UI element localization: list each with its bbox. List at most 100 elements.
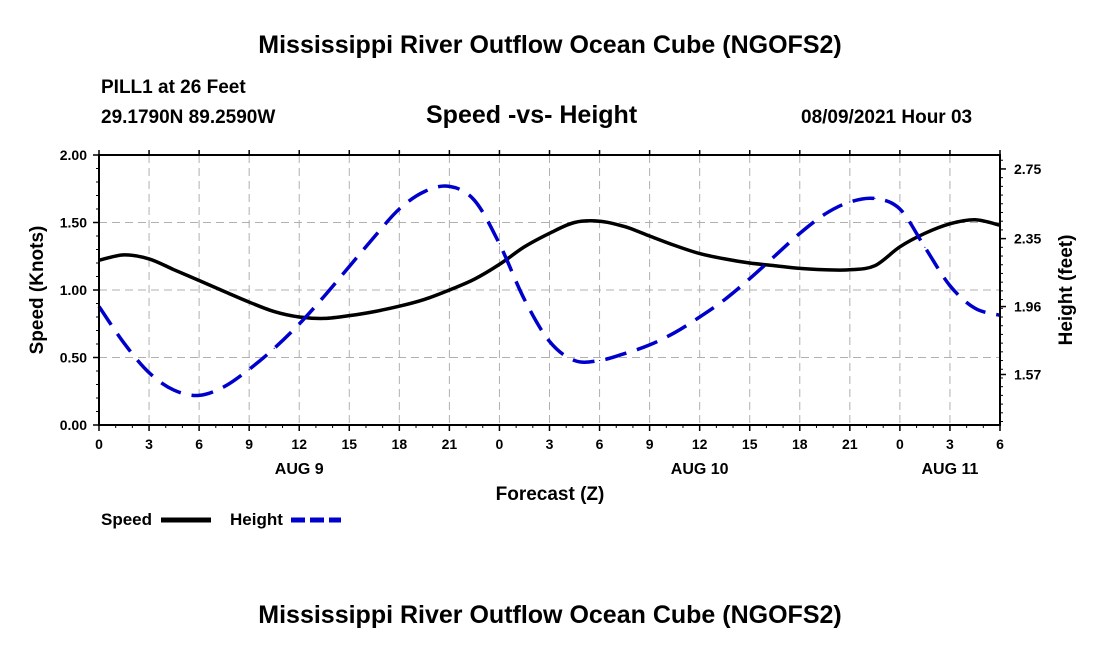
data-point-speed — [273, 311, 275, 313]
data-point-height — [298, 323, 300, 325]
data-point-height — [699, 316, 701, 318]
y-tick-label: 1.00 — [60, 282, 87, 298]
data-point-speed — [824, 269, 826, 271]
y2-tick-label: 1.96 — [1014, 299, 1041, 315]
data-point-height — [899, 208, 901, 210]
x-tick-label: 0 — [95, 436, 103, 452]
data-point-speed — [573, 221, 576, 224]
data-point-height — [223, 386, 225, 388]
data-point-speed — [373, 311, 375, 313]
x-axis-label: Forecast (Z) — [496, 484, 605, 505]
data-point-height — [198, 394, 200, 396]
x-tick-label: 9 — [245, 436, 253, 452]
data-point-height — [849, 201, 851, 203]
y2-axis-label: Height (feet) — [1056, 235, 1077, 346]
data-point-speed — [799, 267, 801, 269]
data-point-height — [949, 285, 951, 287]
data-point-height — [974, 307, 976, 309]
y-tick-label: 0.50 — [60, 350, 87, 366]
data-point-height — [273, 347, 275, 349]
data-point-height — [674, 332, 676, 334]
data-point-speed — [548, 232, 551, 234]
data-point-speed — [523, 246, 526, 248]
data-point-speed — [123, 254, 125, 256]
data-point-height — [423, 191, 425, 193]
data-point-height — [248, 368, 250, 370]
data-point-height — [599, 359, 601, 362]
station-coordinates: 29.1790N 89.2590W — [101, 107, 276, 128]
x-tick-label: 21 — [842, 436, 858, 452]
data-point-speed — [423, 298, 425, 300]
data-point-height — [874, 197, 876, 200]
data-point-speed — [248, 301, 250, 303]
x-tick-label: 12 — [692, 436, 708, 452]
series-layer — [97, 184, 1001, 398]
data-point-speed — [173, 269, 175, 271]
y-tick-label: 0.00 — [60, 417, 87, 433]
data-point-speed — [298, 316, 300, 318]
data-point-speed — [924, 232, 926, 234]
date-label: AUG 9 — [275, 461, 324, 478]
data-point-height — [323, 295, 325, 297]
x-tick-label: 3 — [546, 436, 554, 452]
date-label: AUG 11 — [921, 461, 978, 478]
x-tick-label: 18 — [792, 436, 808, 452]
legend: Speed Height — [101, 510, 341, 529]
footer-title: Mississippi River Outflow Ocean Cube (NG… — [258, 601, 842, 629]
data-point-height — [448, 185, 450, 187]
data-point-height — [924, 246, 926, 248]
data-point-height — [624, 353, 626, 355]
data-point-speed — [849, 269, 851, 271]
data-point-height — [724, 299, 726, 301]
data-point-height — [573, 359, 576, 362]
x-tick-label: 3 — [946, 436, 954, 452]
data-point-height — [148, 372, 150, 374]
y2-tick-label: 2.35 — [1014, 231, 1041, 247]
data-point-speed — [949, 223, 951, 225]
data-point-speed — [148, 258, 150, 260]
data-point-speed — [674, 244, 676, 246]
data-point-speed — [749, 262, 751, 264]
data-point-height — [799, 232, 801, 234]
date-label: AUG 10 — [671, 461, 729, 478]
data-point-height — [373, 236, 375, 238]
data-point-speed — [599, 220, 601, 222]
x-tick-label: 18 — [392, 436, 408, 452]
x-tick-label: 6 — [596, 436, 604, 452]
data-point-speed — [473, 278, 475, 280]
x-tick-label: 6 — [996, 436, 1004, 452]
speed-height-chart: 0 3 6 9 12 15 18 21 0 3 6 9 12 15 18 21 0 3 6 AUG 9 AUG 10 AU… — [27, 147, 1077, 529]
y2-tick-label: 2.75 — [1014, 161, 1041, 177]
data-point-height — [649, 344, 651, 346]
plot-subtitle: Speed -vs- Height — [426, 101, 638, 129]
data-point-height — [173, 389, 175, 391]
data-point-speed — [874, 265, 876, 267]
y2-tick-label: 1.57 — [1014, 366, 1041, 382]
data-point-speed — [448, 289, 450, 291]
data-point-speed — [198, 279, 200, 282]
x-tick-label: 6 — [195, 436, 203, 452]
data-point-height — [749, 278, 751, 280]
data-point-height — [123, 342, 125, 344]
data-point-speed — [398, 305, 400, 307]
y-tick-label: 2.00 — [60, 147, 87, 163]
x-tick-label: 15 — [742, 436, 758, 452]
forecast-datetime: 08/09/2021 Hour 03 — [801, 107, 973, 128]
legend-height-label: Height — [230, 510, 283, 529]
data-point-speed — [774, 265, 776, 267]
data-point-speed — [624, 226, 626, 228]
data-point-height — [824, 213, 826, 215]
data-point-height — [548, 340, 551, 342]
y-tick-label: 1.50 — [60, 215, 87, 231]
data-point-speed — [899, 246, 901, 248]
data-point-speed — [498, 263, 500, 265]
y-axis-label: Speed (Knots) — [27, 226, 48, 355]
data-point-speed — [223, 290, 225, 292]
chart-title: Mississippi River Outflow Ocean Cube (NG… — [258, 31, 842, 59]
data-point-height — [348, 265, 350, 268]
x-tick-label: 9 — [646, 436, 654, 452]
data-point-speed — [323, 317, 325, 319]
x-tick-label: 21 — [442, 436, 458, 452]
x-tick-label: 3 — [145, 436, 153, 452]
data-point-height — [473, 199, 475, 201]
